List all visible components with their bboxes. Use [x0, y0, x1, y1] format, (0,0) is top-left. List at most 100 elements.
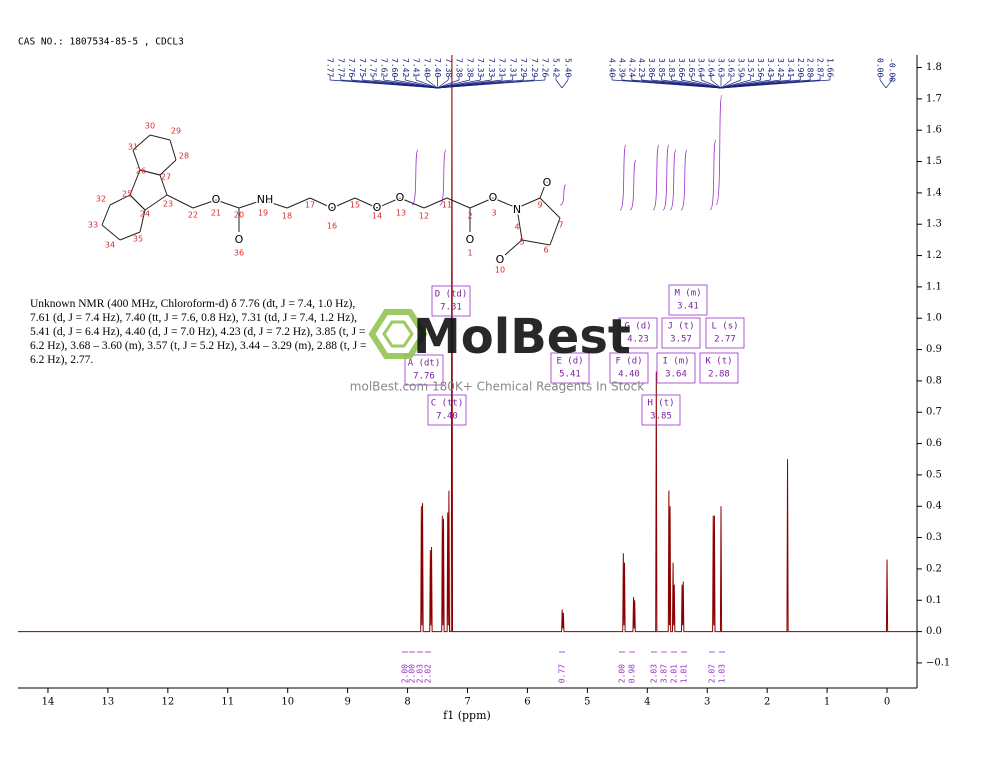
watermark-tagline: molBest.com 180K+ Chemical Reagents In S… — [350, 380, 644, 394]
nmr-description: Unknown NMR (400 MHz, Chloroform-d) δ 7.… — [30, 298, 367, 366]
integral-value: 2.00 — [401, 664, 410, 683]
bond — [119, 231, 141, 241]
integral-curve — [619, 144, 627, 211]
peak-connector — [415, 79, 438, 89]
multiplet-label: C (tt) — [431, 399, 464, 409]
multiplet-label: A (dt) — [408, 359, 441, 369]
peak-label: 7.31 — [498, 58, 507, 77]
peak-label: 3.42 — [776, 58, 785, 77]
y-tick-label: 1.4 — [926, 187, 942, 198]
y-tick-label: 1.2 — [926, 250, 942, 261]
multiplet-box — [427, 394, 467, 426]
atom-label: O — [543, 176, 552, 189]
peak-connector — [555, 79, 563, 89]
peak-label: 2.90 — [796, 58, 805, 77]
bond — [492, 197, 518, 209]
atom-label: O — [235, 233, 244, 246]
peak-label: 3.64 — [707, 58, 716, 77]
bond — [169, 139, 177, 161]
atom-label: O — [212, 193, 221, 206]
y-tick-label: 0.4 — [926, 501, 942, 512]
multiplet-shift: 7.40 — [436, 412, 458, 422]
y-tick-label: 0.0 — [926, 626, 942, 637]
x-tick-label: 12 — [161, 697, 174, 708]
peak-connector — [437, 79, 460, 89]
multiplet-label: D (td) — [435, 290, 468, 300]
atom-number: 8 — [544, 176, 549, 185]
multiplet-shift: 3.41 — [677, 302, 699, 312]
atom-number: 14 — [372, 212, 382, 221]
bond — [238, 199, 264, 209]
atom-label: O — [328, 201, 337, 214]
bond — [399, 197, 425, 209]
bond — [539, 197, 561, 219]
multiplet-shift: 7.31 — [440, 303, 462, 313]
peak-label: 7.31 — [508, 58, 517, 77]
multiplet-shift: 7.76 — [413, 372, 435, 382]
atom-number: 16 — [327, 222, 337, 231]
atom-label: O — [396, 191, 405, 204]
peak-label: 3.85 — [657, 58, 666, 77]
atom-number: 4 — [514, 223, 519, 232]
atom-number: 24 — [140, 210, 150, 219]
atom-number: 5 — [519, 238, 524, 247]
atom-number: 1 — [467, 249, 472, 258]
peak-connector — [701, 79, 722, 89]
peak-label: 3.65 — [687, 58, 696, 77]
peak-label: 5.40 — [564, 58, 573, 77]
y-tick-label: 0.7 — [926, 407, 942, 418]
peak-label: 3.64 — [697, 58, 706, 77]
bond — [549, 217, 561, 246]
peak-connector — [691, 79, 722, 89]
peak-label: 7.60 — [390, 58, 399, 77]
multiplet-shift: 4.23 — [627, 335, 649, 345]
multiplet-box — [404, 354, 444, 386]
atom-number: 20 — [234, 211, 244, 220]
atom-number: 31 — [128, 143, 138, 152]
peak-connector — [394, 79, 438, 89]
x-tick-label: 1 — [824, 697, 830, 708]
bond — [132, 149, 141, 171]
peak-label: 3.86 — [647, 58, 656, 77]
atom-label: NH — [257, 193, 274, 206]
peak-connector — [426, 79, 438, 89]
atom-number: 11 — [442, 201, 452, 210]
atom-number: 15 — [350, 201, 360, 210]
integral-curve — [439, 149, 447, 206]
peak-label: 3.56 — [756, 58, 765, 77]
peak-label: 7.62 — [379, 58, 388, 77]
integral-curve — [709, 139, 717, 211]
x-tick-label: 9 — [344, 697, 350, 708]
peak-label: 7.40 — [422, 58, 431, 77]
bond — [516, 207, 523, 241]
atom-label: O — [373, 201, 382, 214]
x-tick-label: 13 — [102, 697, 115, 708]
atom-number: 2 — [467, 212, 472, 221]
integral-value: 3.87 — [660, 664, 669, 683]
peak-label: 7.38 — [465, 58, 474, 77]
integral-curve — [715, 94, 723, 206]
peak-label: 3.62 — [726, 58, 735, 77]
multiplet-box — [609, 352, 649, 384]
x-tick-label: 0 — [884, 697, 890, 708]
bond — [129, 194, 146, 211]
peak-label: 4.24 — [627, 58, 636, 77]
bond — [101, 204, 111, 226]
bond — [144, 194, 168, 211]
integral-value: 2.03 — [416, 664, 425, 683]
atom-number: 30 — [145, 122, 155, 131]
peak-label: 0.00 — [876, 58, 885, 77]
bond — [376, 197, 401, 209]
bond — [149, 134, 171, 141]
x-tick-label: 8 — [404, 697, 410, 708]
atom-number: 32 — [96, 195, 106, 204]
bond — [109, 194, 131, 206]
peak-label: 3.41 — [786, 58, 795, 77]
bond — [286, 197, 311, 209]
bond — [166, 194, 194, 209]
atom-number: 21 — [211, 209, 221, 218]
integral-value: 2.02 — [424, 664, 433, 683]
atom-number: 18 — [282, 212, 292, 221]
integral-value: 2.07 — [708, 664, 717, 683]
peak-label: 7.75 — [358, 58, 367, 77]
